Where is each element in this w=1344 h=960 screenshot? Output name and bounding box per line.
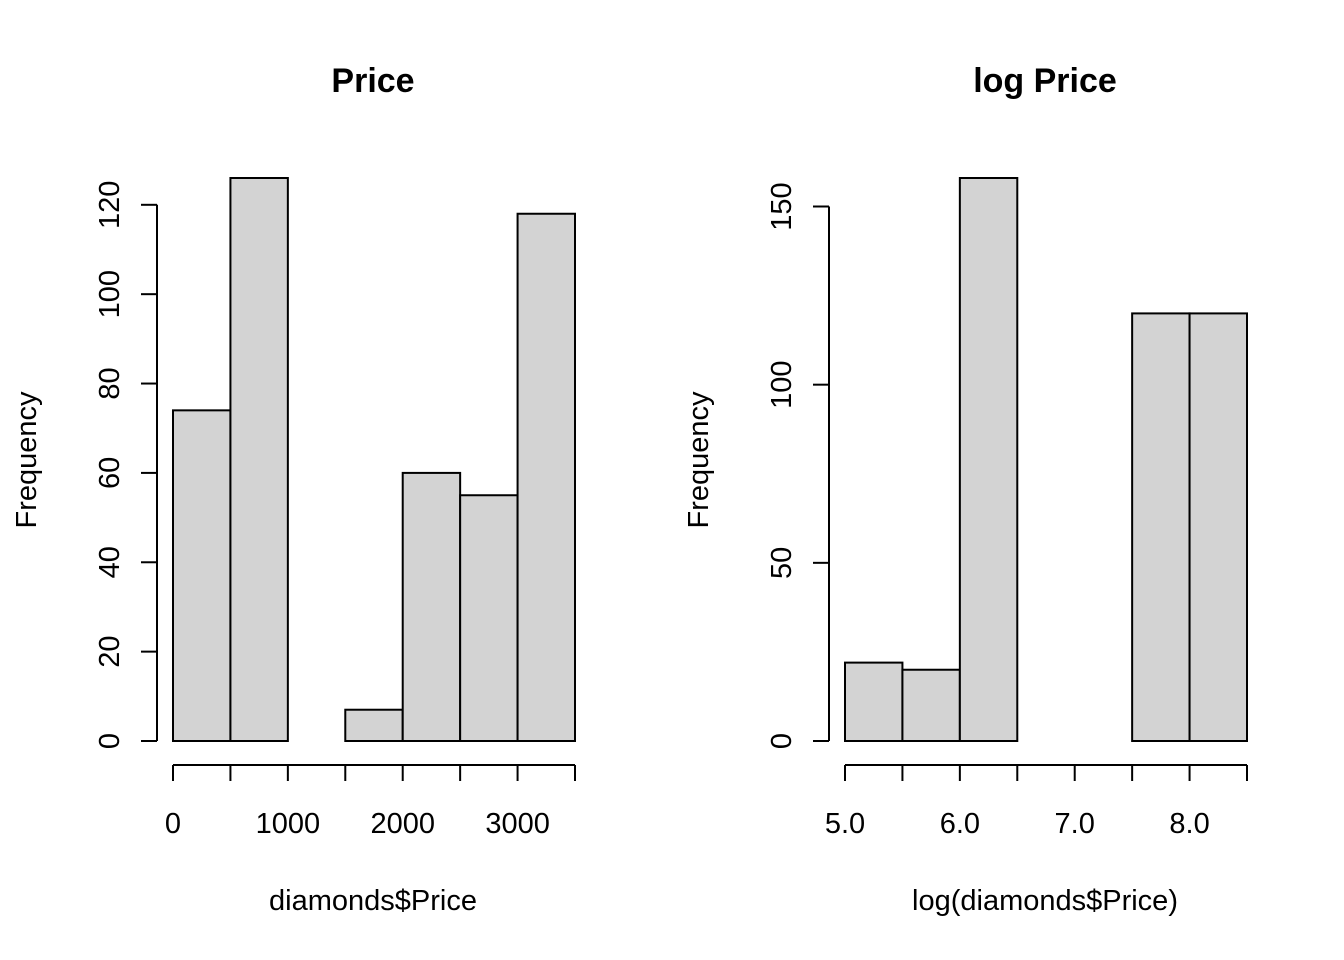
histogram-bar <box>844 661 904 743</box>
y-tick-label: 100 <box>94 270 126 318</box>
log-price-histogram-panel: log Price log(diamonds$Price) Frequency … <box>683 62 1248 917</box>
y-tick-label: 40 <box>94 546 126 578</box>
x-tick-label: 8.0 <box>1169 808 1209 840</box>
histogram-bar <box>958 177 1019 742</box>
x-tick-label: 0 <box>165 808 181 840</box>
y-tick-label: 80 <box>94 367 126 399</box>
histogram-bar <box>901 668 961 743</box>
x-tick-label: 5.0 <box>825 808 865 840</box>
y-axis-label: Frequency <box>11 391 43 529</box>
histogram-bar <box>172 409 232 742</box>
chart-title: Price <box>331 62 414 100</box>
histogram-bar <box>229 177 289 742</box>
x-axis-label: log(diamonds$Price) <box>912 885 1178 917</box>
y-tick-label: 150 <box>766 182 798 230</box>
x-tick-label: 3000 <box>485 808 550 840</box>
y-tick-label: 0 <box>766 733 798 749</box>
y-tick-label: 20 <box>94 636 126 668</box>
price-histogram-panel: Price diamonds$Price Frequency 0 20 40 60 80… <box>11 62 576 917</box>
histogram-bar <box>459 494 519 742</box>
y-tick-label: 0 <box>94 733 126 749</box>
x-tick-label: 6.0 <box>940 808 980 840</box>
histogram-bar <box>1131 312 1191 742</box>
histogram-bar <box>516 212 576 742</box>
y-axis-label: Frequency <box>683 391 715 529</box>
x-tick-label: 7.0 <box>1055 808 1095 840</box>
chart-title: log Price <box>973 62 1117 100</box>
x-axis-label: diamonds$Price <box>269 885 477 917</box>
histogram-bar <box>401 471 462 742</box>
y-tick-label: 60 <box>94 457 126 489</box>
histogram-bar <box>1188 312 1248 742</box>
x-tick-label: 1000 <box>256 808 321 840</box>
y-tick-label: 50 <box>766 547 798 579</box>
x-tick-label: 2000 <box>370 808 435 840</box>
y-tick-label: 120 <box>94 181 126 229</box>
y-tick-label: 100 <box>766 360 798 408</box>
histogram-bar <box>344 708 404 743</box>
